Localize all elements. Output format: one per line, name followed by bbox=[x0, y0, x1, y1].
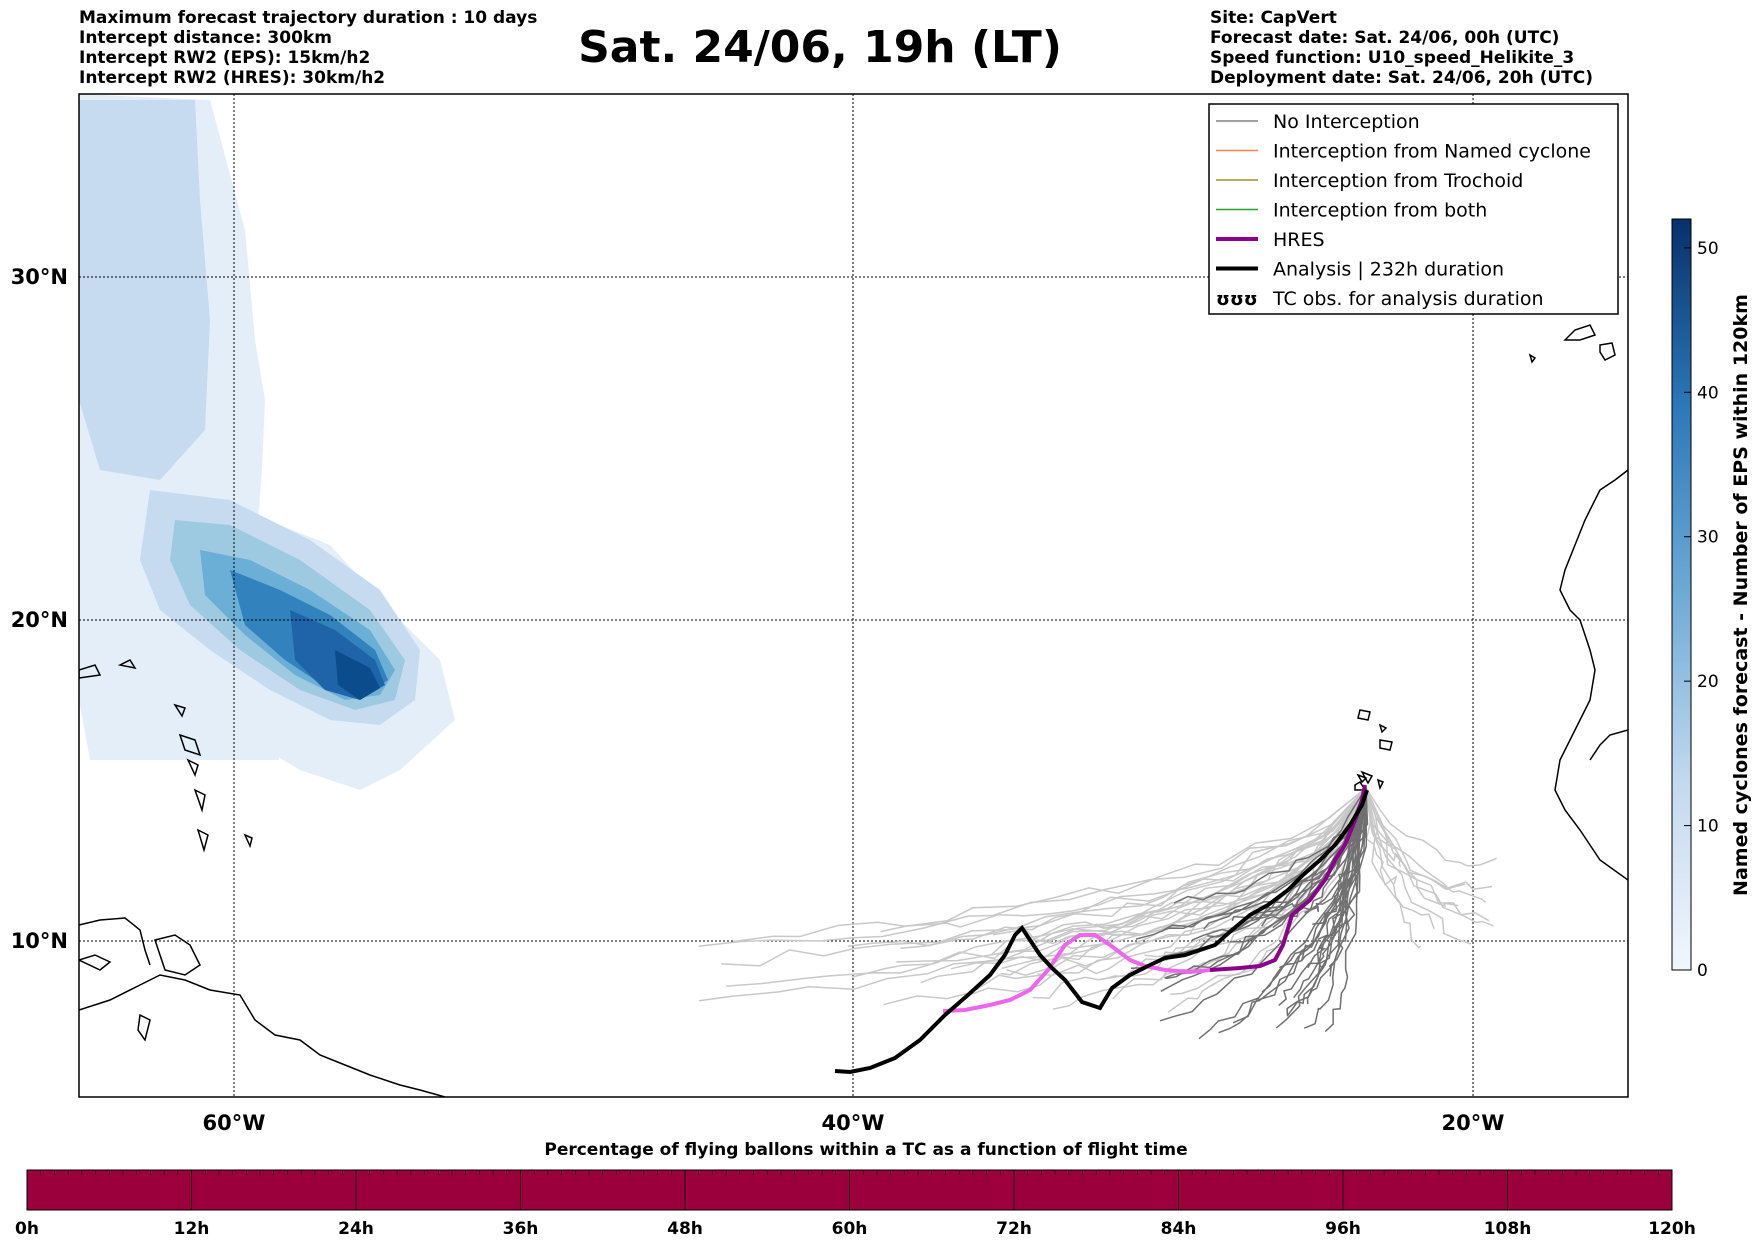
timebar-tick-label: 72h bbox=[996, 1219, 1032, 1239]
cyclone-density-field bbox=[79, 94, 455, 790]
legend-item-label: Interception from both bbox=[1273, 200, 1487, 222]
lat-label-20n: 20°N bbox=[11, 608, 68, 632]
forecast-parameters: Maximum forecast trajectory duration : 1… bbox=[79, 8, 537, 88]
coastlines bbox=[79, 278, 1628, 1097]
ensemble-trajectory bbox=[721, 787, 1367, 967]
timebar-tick-label: 48h bbox=[667, 1219, 703, 1239]
ensemble-trajectory bbox=[1365, 787, 1398, 886]
ensemble-trajectory bbox=[1365, 787, 1493, 891]
ensemble-trajectory bbox=[1365, 787, 1435, 930]
ensemble-trajectory bbox=[1278, 787, 1367, 1006]
timebar-tick-label: 36h bbox=[503, 1219, 539, 1239]
deployment-date: Deployment date: Sat. 24/06, 20h (UTC) bbox=[1210, 68, 1594, 88]
colorbar-tick-label: 50 bbox=[1697, 239, 1719, 259]
ensemble-trajectory bbox=[1303, 787, 1368, 1029]
page-title: Sat. 24/06, 19h (LT) bbox=[578, 22, 1062, 73]
legend: No Interception Interception from Named c… bbox=[1208, 103, 1619, 315]
timebar-tick-label: 24h bbox=[338, 1219, 374, 1239]
forecast-date: Forecast date: Sat. 24/06, 00h (UTC) bbox=[1210, 28, 1560, 48]
ensemble-trajectory bbox=[1161, 787, 1367, 933]
timebar-tick-label: 84h bbox=[1161, 1219, 1197, 1239]
timebar-tick-label: 120h bbox=[1648, 1219, 1696, 1239]
lon-label-40w: 40°W bbox=[822, 1111, 885, 1135]
ensemble-trajectory bbox=[1130, 787, 1367, 969]
param-intercept-hres: Intercept RW2 (HRES): 30km/h2 bbox=[79, 68, 386, 88]
ensemble-trajectory bbox=[1365, 787, 1459, 908]
ensemble-trajectory bbox=[726, 787, 1367, 987]
legend-item-label: HRES bbox=[1273, 229, 1325, 251]
map-area: No Interception Interception from Named c… bbox=[79, 94, 1628, 1097]
timebar-title: Percentage of flying ballons within a TC… bbox=[544, 1140, 1187, 1160]
colorbar-label: Named cyclones forecast - Number of EPS … bbox=[1730, 294, 1752, 896]
graticule bbox=[79, 94, 1628, 1097]
ensemble-trajectory bbox=[880, 787, 1367, 933]
legend-item-label: Interception from Named cyclone bbox=[1273, 141, 1591, 163]
colorbar-tick-label: 10 bbox=[1697, 817, 1719, 837]
site-name: Site: CapVert bbox=[1210, 8, 1337, 28]
lon-label-60w: 60°W bbox=[203, 1111, 266, 1135]
ensemble-trajectory bbox=[1198, 787, 1367, 1040]
ensemble-trajectory bbox=[1365, 787, 1422, 949]
colorbar-tick-label: 20 bbox=[1697, 672, 1719, 692]
ensemble-trajectory bbox=[1301, 787, 1367, 962]
ensemble-trajectory bbox=[1365, 787, 1487, 904]
ensemble-trajectory bbox=[971, 787, 1367, 995]
colorbar-gradient bbox=[1671, 218, 1692, 971]
map-frame bbox=[78, 93, 1629, 1098]
analysis-trajectory bbox=[834, 789, 1369, 1075]
legend-item-label: Analysis | 232h duration bbox=[1273, 259, 1504, 281]
ensemble-trajectory bbox=[1365, 787, 1497, 867]
lat-label-30n: 30°N bbox=[11, 265, 68, 289]
flight-time-bar: Percentage of flying ballons within a TC… bbox=[15, 1140, 1696, 1239]
lat-label-10n: 10°N bbox=[11, 929, 68, 953]
ensemble-trajectory bbox=[1167, 787, 1367, 1013]
timebar-tick-label: 108h bbox=[1484, 1219, 1532, 1239]
param-intercept-eps: Intercept RW2 (EPS): 15km/h2 bbox=[79, 48, 371, 68]
lon-label-20w: 20°W bbox=[1442, 1111, 1505, 1135]
timebar-tick-label: 96h bbox=[1325, 1219, 1361, 1239]
ensemble-trajectory bbox=[896, 787, 1367, 963]
ensemble-trajectory bbox=[1365, 787, 1494, 927]
ensemble-trajectory bbox=[900, 787, 1367, 950]
legend-item-label: Interception from Trochoid bbox=[1273, 170, 1523, 192]
timebar-tick-label: 0h bbox=[15, 1219, 39, 1239]
colorbar-tick-label: 30 bbox=[1697, 528, 1719, 548]
site-info: Site: CapVert Forecast date: Sat. 24/06,… bbox=[1210, 8, 1593, 88]
ensemble-trajectory bbox=[1365, 787, 1490, 922]
timebar-tick-label: 60h bbox=[832, 1219, 868, 1239]
timebar-tick-label: 12h bbox=[174, 1219, 210, 1239]
ensemble-trajectory bbox=[1324, 787, 1367, 1033]
param-intercept-distance: Intercept distance: 300km bbox=[79, 28, 332, 48]
colorbar: 0 10 20 30 40 50 Named cyclones forecast - Nu… bbox=[1671, 218, 1752, 981]
legend-item-label: TC obs. for analysis duration bbox=[1272, 288, 1544, 310]
param-max-duration: Maximum forecast trajectory duration : 1… bbox=[79, 8, 538, 28]
ensemble-trajectory bbox=[1286, 787, 1367, 1016]
ensemble-trajectory bbox=[1317, 787, 1367, 968]
axis-labels: 30°N 20°N 10°N 60°W 40°W 20°W bbox=[11, 265, 1505, 1135]
legend-item-label: No Interception bbox=[1273, 111, 1420, 133]
colorbar-tick-label: 0 bbox=[1697, 961, 1708, 981]
hres-trajectory-light bbox=[942, 933, 1211, 1013]
ensemble-trajectory bbox=[1365, 787, 1403, 867]
ensemble-trajectory bbox=[733, 787, 1367, 943]
ensemble-trajectory bbox=[990, 787, 1367, 956]
ensemble-trajectory bbox=[698, 787, 1367, 948]
legend-symbol-tc-obs: ʊʊʊ bbox=[1216, 289, 1258, 310]
legend-box bbox=[1208, 103, 1619, 315]
colorbar-tick-label: 40 bbox=[1697, 383, 1719, 403]
speed-function: Speed function: U10_speed_Helikite_3 bbox=[1210, 48, 1575, 68]
ensemble-trajectory bbox=[1275, 787, 1367, 1029]
